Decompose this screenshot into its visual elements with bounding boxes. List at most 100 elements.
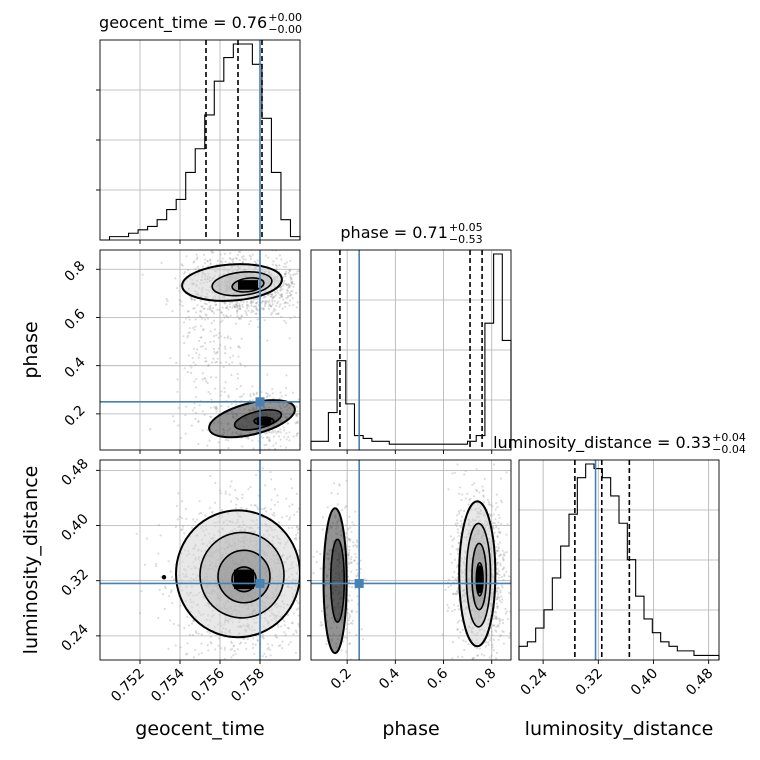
sample-point <box>235 387 238 391</box>
sample-point <box>176 390 179 393</box>
sample-point <box>206 630 209 633</box>
sample-point <box>235 310 238 313</box>
sample-point <box>329 295 331 297</box>
sample-point <box>220 311 223 314</box>
sample-point <box>266 339 269 342</box>
sample-point <box>190 296 193 299</box>
sample-point <box>249 255 252 258</box>
xtick-label-luminosity_distance-0: 0.24 <box>518 665 551 698</box>
sample-point <box>192 326 195 329</box>
sample-point <box>462 639 465 642</box>
sample-point <box>289 284 292 287</box>
sample-point <box>187 331 190 334</box>
sample-point <box>223 345 227 348</box>
sample-point <box>189 364 192 367</box>
panel-geocent_time-vs-phase-frame <box>99 249 301 451</box>
sample-point <box>345 504 348 508</box>
sample-point <box>347 553 350 557</box>
sample-point <box>476 647 479 650</box>
sample-point <box>265 467 267 469</box>
sample-point <box>251 643 254 646</box>
sample-point <box>299 665 301 667</box>
sample-point <box>496 590 499 593</box>
sample-point <box>501 568 504 571</box>
sample-point <box>235 503 238 506</box>
sample-point <box>316 275 318 277</box>
sample-point <box>355 610 358 614</box>
sample-point <box>313 292 315 294</box>
scatter-points-geocent_time-vs-phase <box>141 194 331 473</box>
sample-point <box>265 396 268 399</box>
sample-point <box>494 616 497 620</box>
sample-point <box>195 352 198 355</box>
sample-point <box>194 363 197 366</box>
sample-point <box>293 513 296 516</box>
sample-point <box>209 641 212 644</box>
panel-geocent_time-vs-phase <box>96 194 331 473</box>
sample-point <box>212 347 216 351</box>
sample-point <box>497 547 500 550</box>
sample-point <box>180 263 183 266</box>
sample-point <box>227 396 230 399</box>
sample-point <box>195 396 198 399</box>
sample-point <box>193 298 196 302</box>
sample-point <box>275 312 278 316</box>
sample-point <box>208 300 211 303</box>
sample-point <box>236 253 239 256</box>
sample-point <box>214 194 216 196</box>
sample-point <box>194 325 197 328</box>
sample-point <box>205 360 208 363</box>
sample-point <box>228 471 230 473</box>
sample-point <box>224 302 227 305</box>
sample-point <box>288 270 291 273</box>
sample-point <box>354 553 357 556</box>
sample-point <box>174 644 177 647</box>
sample-point <box>272 310 275 313</box>
sample-point <box>464 470 467 473</box>
sample-point <box>223 302 226 305</box>
sample-point <box>304 445 306 447</box>
sample-point <box>274 442 277 445</box>
sample-point <box>500 523 503 526</box>
sample-point <box>227 405 230 408</box>
sample-point <box>204 514 207 517</box>
sample-point <box>306 557 308 559</box>
sample-point <box>497 605 500 608</box>
sample-point <box>455 579 458 582</box>
sample-point <box>263 295 266 298</box>
sample-point <box>206 308 209 311</box>
sample-point <box>182 335 185 338</box>
sample-point <box>178 515 181 518</box>
sample-point <box>222 314 225 317</box>
sample-point <box>355 556 358 559</box>
sample-point <box>223 252 226 255</box>
xtick-label-luminosity_distance-3: 0.48 <box>683 666 716 699</box>
sample-point <box>185 405 188 408</box>
sample-point <box>345 650 348 653</box>
sample-point <box>499 619 502 622</box>
sample-point <box>236 315 239 318</box>
sample-point <box>240 314 243 317</box>
sample-point <box>244 310 247 313</box>
sample-point <box>499 562 502 565</box>
sample-point <box>197 442 200 446</box>
sample-point <box>224 438 227 441</box>
sample-point <box>275 257 278 260</box>
sample-point <box>351 541 355 544</box>
sample-point <box>271 293 274 296</box>
sample-point <box>204 360 207 363</box>
sample-point <box>272 260 275 263</box>
sample-point <box>457 510 460 513</box>
sample-point <box>491 525 495 528</box>
sample-point <box>300 243 302 245</box>
sample-point <box>288 304 291 307</box>
sample-point <box>501 622 505 625</box>
sample-point <box>457 636 460 639</box>
sample-point <box>284 273 287 276</box>
sample-point <box>492 638 495 641</box>
sample-point <box>193 307 196 310</box>
sample-point <box>277 430 280 433</box>
sample-point <box>235 680 237 682</box>
sample-point <box>255 307 258 310</box>
sample-point <box>225 307 228 310</box>
